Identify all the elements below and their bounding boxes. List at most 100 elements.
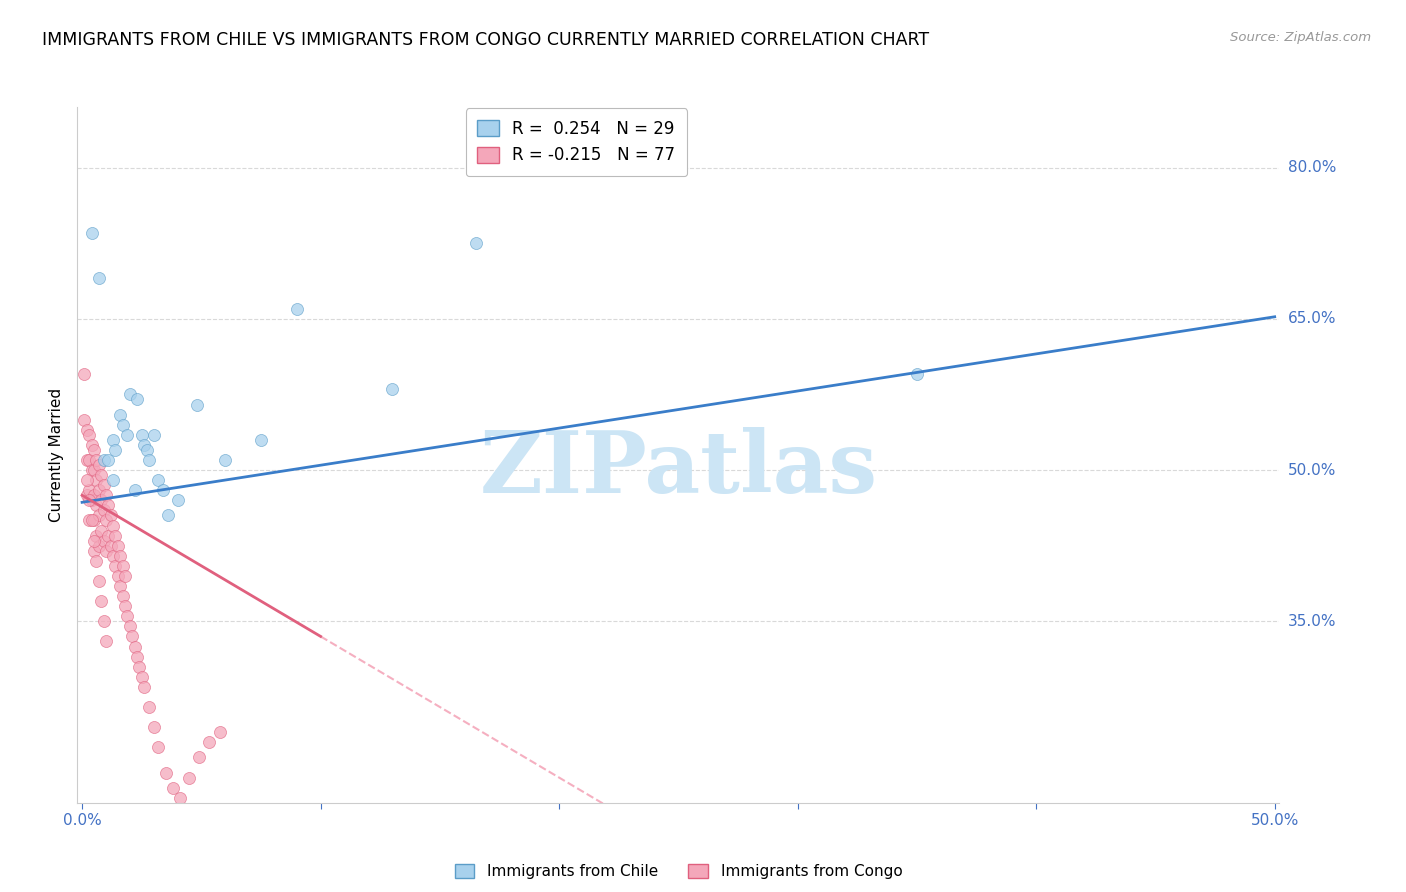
- Point: [111, 558, 134, 573]
- Point: [101, 433, 124, 447]
- Point: [93, 478, 115, 492]
- Point: [101, 518, 124, 533]
- Text: 80.0%: 80.0%: [1288, 160, 1336, 175]
- Point: [94, 543, 117, 558]
- Point: [131, 670, 153, 684]
- Point: [83, 442, 105, 457]
- Point: [186, 397, 208, 411]
- Point: [104, 528, 127, 542]
- Point: [101, 473, 124, 487]
- Point: [107, 539, 129, 553]
- Point: [93, 453, 115, 467]
- Point: [132, 438, 156, 452]
- Point: [104, 558, 127, 573]
- Point: [94, 488, 117, 502]
- Point: [90, 594, 112, 608]
- Point: [381, 383, 404, 397]
- Point: [162, 780, 184, 795]
- Point: [155, 765, 177, 780]
- Point: [100, 508, 122, 523]
- Y-axis label: Currently Married: Currently Married: [49, 388, 65, 522]
- Point: [93, 615, 115, 629]
- Point: [77, 427, 100, 442]
- Point: [214, 453, 236, 467]
- Point: [76, 423, 98, 437]
- Point: [80, 493, 103, 508]
- Point: [111, 417, 134, 432]
- Point: [110, 579, 132, 593]
- Point: [83, 513, 105, 527]
- Text: 65.0%: 65.0%: [1288, 311, 1336, 326]
- Point: [97, 453, 120, 467]
- Point: [114, 599, 136, 614]
- Point: [118, 619, 141, 633]
- Point: [86, 554, 108, 568]
- Point: [77, 513, 100, 527]
- Point: [125, 649, 148, 664]
- Point: [76, 473, 98, 487]
- Point: [138, 453, 160, 467]
- Point: [209, 725, 232, 739]
- Point: [250, 433, 273, 447]
- Point: [110, 408, 132, 422]
- Point: [94, 634, 117, 648]
- Point: [87, 458, 110, 472]
- Point: [117, 427, 139, 442]
- Point: [80, 438, 103, 452]
- Point: [83, 533, 105, 548]
- Point: [179, 771, 201, 785]
- Point: [86, 528, 108, 542]
- Point: [152, 483, 174, 498]
- Point: [76, 453, 98, 467]
- Point: [76, 488, 98, 502]
- Text: Source: ZipAtlas.com: Source: ZipAtlas.com: [1230, 31, 1371, 45]
- Point: [117, 609, 139, 624]
- Point: [93, 533, 115, 548]
- Point: [131, 427, 153, 442]
- Point: [148, 473, 170, 487]
- Point: [118, 387, 141, 401]
- Point: [86, 473, 108, 487]
- Point: [188, 750, 211, 764]
- Point: [87, 539, 110, 553]
- Point: [111, 589, 134, 603]
- Point: [114, 569, 136, 583]
- Point: [156, 508, 179, 523]
- Point: [77, 453, 100, 467]
- Point: [138, 700, 160, 714]
- Point: [101, 549, 124, 563]
- Text: IMMIGRANTS FROM CHILE VS IMMIGRANTS FROM CONGO CURRENTLY MARRIED CORRELATION CHA: IMMIGRANTS FROM CHILE VS IMMIGRANTS FROM…: [42, 31, 929, 49]
- Point: [86, 499, 108, 513]
- Point: [169, 790, 191, 805]
- Point: [73, 368, 96, 382]
- Point: [77, 483, 100, 498]
- Point: [87, 508, 110, 523]
- Point: [80, 226, 103, 240]
- Text: 35.0%: 35.0%: [1288, 614, 1336, 629]
- Point: [73, 412, 96, 426]
- Point: [80, 513, 103, 527]
- Point: [87, 483, 110, 498]
- Text: 50.0%: 50.0%: [1288, 463, 1336, 477]
- Point: [464, 236, 486, 251]
- Text: ZIPatlas: ZIPatlas: [479, 427, 877, 511]
- Point: [905, 368, 928, 382]
- Point: [124, 640, 146, 654]
- Point: [107, 569, 129, 583]
- Point: [125, 392, 148, 407]
- Point: [87, 574, 110, 588]
- Point: [110, 549, 132, 563]
- Point: [197, 735, 219, 749]
- Point: [83, 488, 105, 502]
- Point: [83, 463, 105, 477]
- Point: [142, 720, 165, 734]
- Point: [100, 539, 122, 553]
- Point: [121, 629, 143, 643]
- Point: [94, 513, 117, 527]
- Point: [90, 524, 112, 538]
- Point: [86, 453, 108, 467]
- Point: [128, 659, 150, 673]
- Point: [166, 493, 188, 508]
- Point: [132, 680, 156, 694]
- Point: [148, 740, 170, 755]
